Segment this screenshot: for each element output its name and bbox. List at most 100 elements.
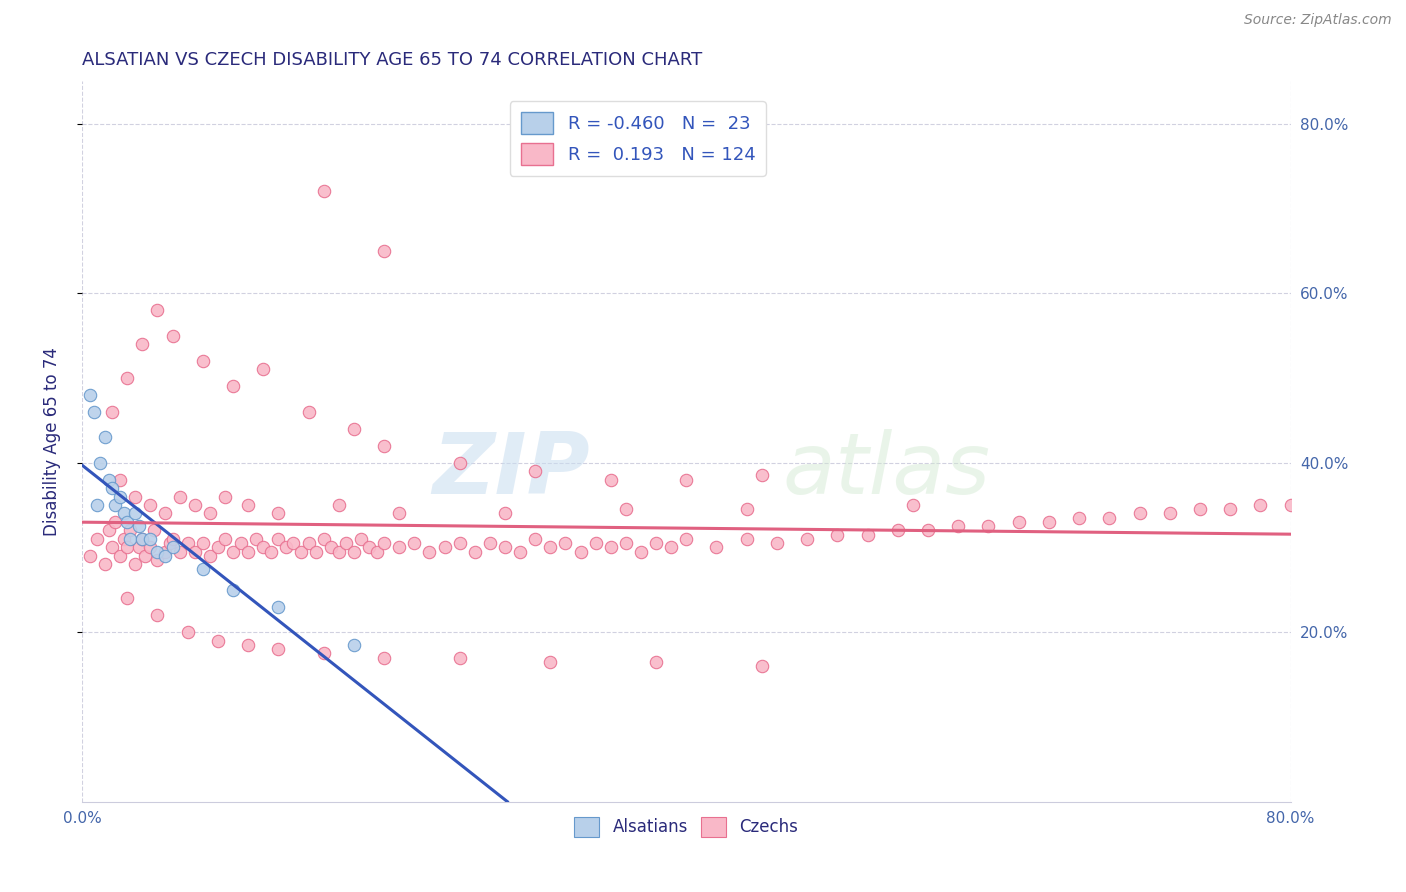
Point <box>86 498 108 512</box>
Point <box>83 405 105 419</box>
Point <box>1219 502 1241 516</box>
Point <box>948 519 970 533</box>
Point <box>245 532 267 546</box>
Point <box>222 582 245 597</box>
Point <box>139 541 162 555</box>
Point <box>162 328 184 343</box>
Point <box>706 541 728 555</box>
Point <box>93 558 115 572</box>
Point <box>139 498 162 512</box>
Point <box>645 536 668 550</box>
Point <box>79 388 101 402</box>
Point <box>283 536 305 550</box>
Point <box>252 362 274 376</box>
Point <box>554 536 576 550</box>
Point <box>569 544 592 558</box>
Point <box>297 405 319 419</box>
Point <box>98 524 121 538</box>
Point <box>86 532 108 546</box>
Point <box>131 532 153 546</box>
Point <box>366 544 388 558</box>
Point <box>585 536 607 550</box>
Point <box>433 541 456 555</box>
Point <box>93 430 115 444</box>
Point <box>236 498 259 512</box>
Point <box>1067 510 1090 524</box>
Point <box>1038 515 1060 529</box>
Point <box>124 490 146 504</box>
Point <box>124 558 146 572</box>
Point <box>104 515 127 529</box>
Point <box>827 527 849 541</box>
Point <box>222 379 245 393</box>
Point <box>373 439 395 453</box>
Point <box>751 659 773 673</box>
Point <box>350 532 373 546</box>
Point <box>153 544 176 558</box>
Point <box>169 490 191 504</box>
Point <box>101 541 124 555</box>
Point <box>373 536 395 550</box>
Point <box>538 541 561 555</box>
Point <box>131 532 153 546</box>
Point <box>169 544 191 558</box>
Point <box>146 303 169 318</box>
Point <box>139 532 162 546</box>
Point <box>146 544 169 558</box>
Point <box>153 549 176 563</box>
Point <box>751 468 773 483</box>
Point <box>735 502 758 516</box>
Point <box>252 541 274 555</box>
Point <box>977 519 1000 533</box>
Point <box>146 608 169 623</box>
Point <box>229 536 252 550</box>
Point <box>108 549 131 563</box>
Point <box>1249 498 1271 512</box>
Text: atlas: atlas <box>783 429 991 512</box>
Point <box>328 544 350 558</box>
Point <box>675 532 697 546</box>
Point <box>659 541 682 555</box>
Point <box>373 244 395 258</box>
Point <box>162 541 184 555</box>
Point <box>464 544 486 558</box>
Point <box>267 507 290 521</box>
Point <box>357 541 380 555</box>
Point <box>735 532 758 546</box>
Text: ZIP: ZIP <box>432 429 589 512</box>
Point <box>214 490 236 504</box>
Point <box>856 527 879 541</box>
Point <box>128 519 150 533</box>
Point <box>274 541 297 555</box>
Point <box>321 541 343 555</box>
Point <box>917 524 939 538</box>
Point <box>236 638 259 652</box>
Point <box>267 642 290 657</box>
Point <box>134 549 156 563</box>
Point <box>101 405 124 419</box>
Point <box>177 536 200 550</box>
Point <box>599 473 621 487</box>
Point <box>184 498 207 512</box>
Point <box>267 532 290 546</box>
Point <box>222 544 245 558</box>
Point <box>117 591 139 606</box>
Point <box>89 456 111 470</box>
Point <box>124 507 146 521</box>
Point <box>131 337 153 351</box>
Point <box>1098 510 1121 524</box>
Point <box>599 541 621 555</box>
Point <box>104 498 127 512</box>
Point <box>524 464 547 478</box>
Point <box>494 507 516 521</box>
Point <box>766 536 789 550</box>
Point <box>236 544 259 558</box>
Point <box>112 532 135 546</box>
Point <box>1279 498 1302 512</box>
Legend: Alsatians, Czechs: Alsatians, Czechs <box>568 810 806 844</box>
Point <box>117 541 139 555</box>
Point <box>207 633 229 648</box>
Point <box>159 536 181 550</box>
Point <box>524 532 547 546</box>
Point <box>373 650 395 665</box>
